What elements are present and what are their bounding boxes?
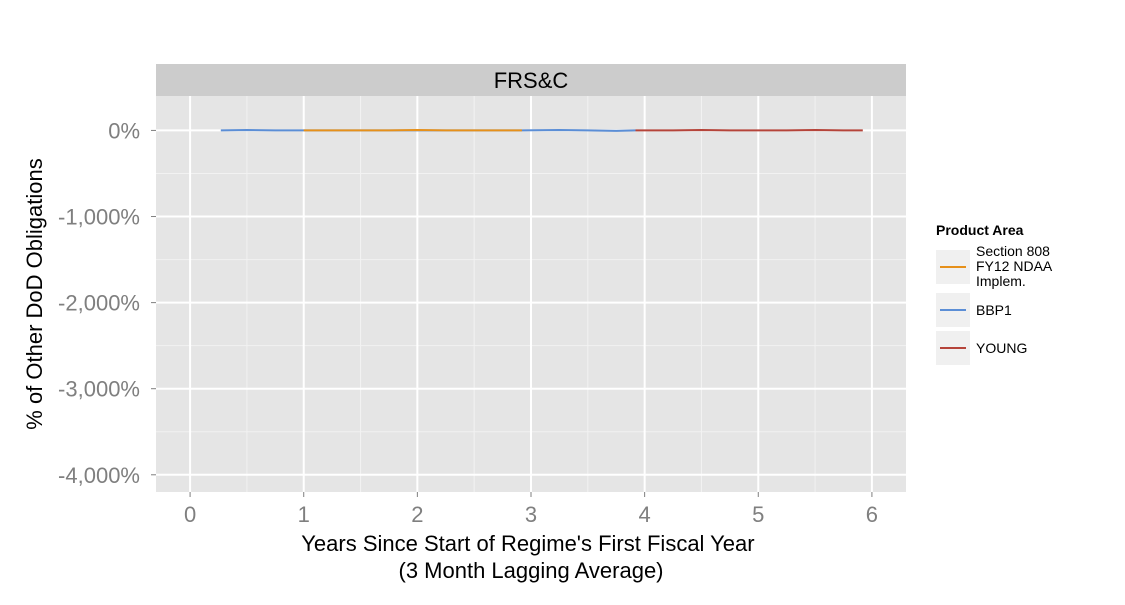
legend-key-bbp1 (936, 293, 970, 327)
x-tick-label: 0 (184, 502, 196, 527)
x-axis-ticks: 0 1 2 3 4 5 6 (184, 492, 878, 527)
y-tick-label: 0% (108, 118, 140, 143)
x-tick-label: 1 (298, 502, 310, 527)
x-tick-label: 2 (411, 502, 423, 527)
legend-key-young (936, 331, 970, 365)
y-tick-label: -3,000% (58, 377, 140, 402)
legend-label-section-808: Section 808 FY12 NDAA Implem. (976, 244, 1066, 289)
x-axis-title-line2: (3 Month Lagging Average) (399, 558, 664, 583)
legend-key-section-808 (936, 250, 970, 284)
x-axis-title: Years Since Start of Regime's First Fisc… (301, 531, 760, 583)
legend-swatch-young (940, 347, 966, 349)
y-tick-label: -2,000% (58, 291, 140, 316)
y-tick-label: -4,000% (58, 463, 140, 488)
legend-item-section-808: Section 808 FY12 NDAA Implem. (936, 244, 1116, 289)
y-tick-label: -1,000% (58, 205, 140, 230)
y-axis-title: % of Other DoD Obligations (22, 158, 47, 429)
x-tick-label: 6 (866, 502, 878, 527)
series-layer (221, 130, 863, 131)
x-tick-label: 5 (752, 502, 764, 527)
legend: Product Area Section 808 FY12 NDAA Imple… (936, 222, 1116, 369)
legend-item-bbp1: BBP1 (936, 293, 1116, 327)
facet-label: FRS&C (494, 68, 569, 93)
legend-title: Product Area (936, 222, 1116, 238)
legend-swatch-bbp1 (940, 309, 966, 311)
legend-swatch-section-808 (940, 266, 966, 268)
y-axis-ticks: 0% -1,000% -2,000% -3,000% -4,000% (58, 118, 156, 487)
x-tick-label: 4 (639, 502, 651, 527)
legend-label-bbp1: BBP1 (976, 303, 1066, 318)
x-axis-title-line1: Years Since Start of Regime's First Fisc… (301, 531, 754, 556)
x-tick-label: 3 (525, 502, 537, 527)
legend-item-young: YOUNG (936, 331, 1116, 365)
legend-label-young: YOUNG (976, 341, 1066, 356)
